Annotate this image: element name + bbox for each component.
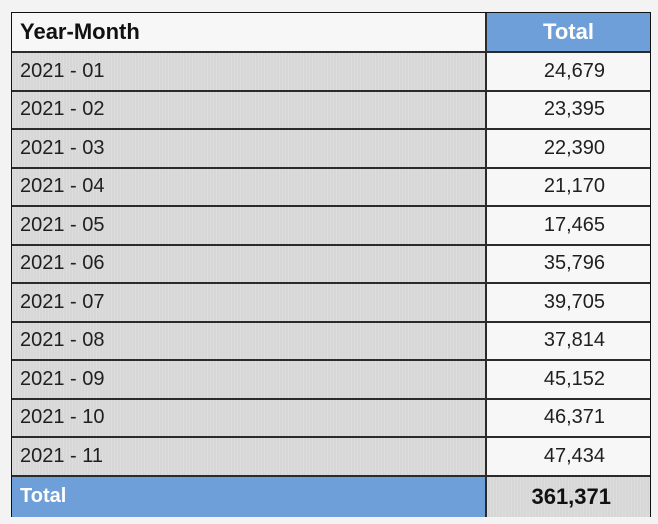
row-value-2021-06: 35,796 [487, 245, 650, 284]
row-value-2021-05: 17,465 [487, 207, 650, 246]
row-label-2021-03: 2021 - 03 [12, 130, 487, 169]
footer-total-label: Total [12, 476, 487, 517]
row-value-2021-04: 21,170 [487, 168, 650, 207]
row-label-2021-10: 2021 - 10 [12, 399, 487, 438]
row-label-2021-02: 2021 - 02 [12, 91, 487, 130]
row-value-2021-03: 22,390 [487, 130, 650, 169]
column-header-year-month: Year-Month [12, 13, 487, 53]
row-value-2021-02: 23,395 [487, 91, 650, 130]
row-value-2021-01: 24,679 [487, 53, 650, 92]
row-value-2021-08: 37,814 [487, 322, 650, 361]
row-label-2021-01: 2021 - 01 [12, 53, 487, 92]
summary-table: Year-Month Total 2021 - 01 24,679 2021 -… [12, 13, 650, 517]
row-value-2021-10: 46,371 [487, 399, 650, 438]
summary-table-frame: Year-Month Total 2021 - 01 24,679 2021 -… [11, 12, 651, 517]
row-value-2021-07: 39,705 [487, 284, 650, 323]
row-label-2021-07: 2021 - 07 [12, 284, 487, 323]
row-label-2021-04: 2021 - 04 [12, 168, 487, 207]
row-label-2021-08: 2021 - 08 [12, 322, 487, 361]
column-header-total: Total [487, 13, 650, 53]
row-label-2021-09: 2021 - 09 [12, 361, 487, 400]
row-value-2021-11: 47,434 [487, 438, 650, 477]
row-label-2021-05: 2021 - 05 [12, 207, 487, 246]
row-label-2021-06: 2021 - 06 [12, 245, 487, 284]
footer-total-value: 361,371 [487, 476, 650, 517]
row-label-2021-11: 2021 - 11 [12, 438, 487, 477]
row-value-2021-09: 45,152 [487, 361, 650, 400]
